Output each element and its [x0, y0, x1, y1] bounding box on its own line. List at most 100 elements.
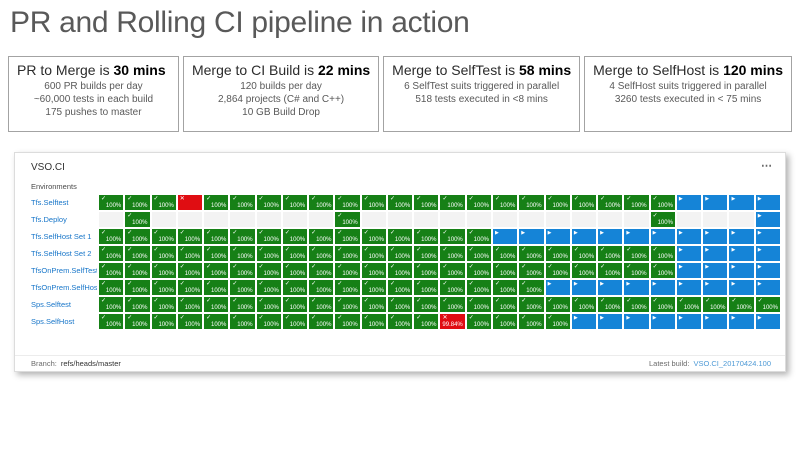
cell-success[interactable]: ✓ 100% [466, 229, 492, 244]
cell-success[interactable]: ✓ 100% [151, 297, 176, 312]
environment-link[interactable]: Sps.Selftest [31, 300, 72, 309]
cell-success[interactable]: ✓ 100% [545, 195, 570, 210]
cell-success[interactable]: ✓ 100% [151, 246, 176, 261]
cell-success[interactable]: ✓ 100% [361, 246, 386, 261]
cell-success[interactable]: ✓ 100% [493, 246, 518, 261]
cell-success[interactable]: ✓ 100% [387, 297, 413, 312]
cell-in-progress[interactable]: ▶ [571, 314, 597, 329]
cell-success[interactable]: ✓ 100% [204, 229, 229, 244]
cell-failed[interactable]: ✕ 99.84% [440, 314, 465, 329]
cell-success[interactable]: ✓ 100% [361, 280, 386, 295]
cell-in-progress[interactable]: ▶ [729, 263, 754, 278]
cell-success[interactable]: ✓ 100% [125, 246, 150, 261]
cell-success[interactable]: ✓ 100% [414, 195, 439, 210]
cell-success[interactable]: ✓ 100% [440, 246, 465, 261]
cell-success[interactable]: ✓ 100% [282, 297, 308, 312]
cell-success[interactable]: ✓ 100% [519, 246, 544, 261]
cell-success[interactable]: ✓ 100% [282, 195, 308, 210]
cell-success[interactable]: ✓ 100% [387, 314, 413, 329]
cell-success[interactable]: ✓ 100% [256, 280, 281, 295]
cell-success[interactable]: ✓ 100% [282, 280, 308, 295]
more-options-icon[interactable]: ⋯ [761, 160, 773, 172]
cell-success[interactable]: ✓ 100% [387, 195, 413, 210]
cell-in-progress[interactable]: ▶ [676, 229, 702, 244]
cell-success[interactable]: ✓ 100% [387, 229, 413, 244]
cell-success[interactable]: ✓ 100% [571, 297, 597, 312]
cell-success[interactable]: ✓ 100% [309, 246, 334, 261]
cell-success[interactable]: ✓ 100% [335, 314, 360, 329]
cell-success[interactable]: ✓ 100% [177, 263, 203, 278]
cell-success[interactable]: ✓ 100% [309, 280, 334, 295]
cell-success[interactable]: ✓ 100% [493, 195, 518, 210]
cell-success[interactable]: ✓ 100% [466, 297, 492, 312]
cell-in-progress[interactable]: ▶ [545, 280, 570, 295]
cell-success[interactable]: ✓ 100% [414, 280, 439, 295]
cell-success[interactable]: ✓ 100% [598, 297, 623, 312]
cell-success[interactable]: ✓ 100% [151, 263, 176, 278]
cell-success[interactable]: ✓ 100% [624, 246, 649, 261]
cell-in-progress[interactable]: ▶ [676, 263, 702, 278]
cell-success[interactable]: ✓ 100% [335, 229, 360, 244]
cell-success[interactable]: ✓ 100% [335, 263, 360, 278]
cell-success[interactable]: ✓ 100% [335, 212, 360, 227]
cell-success[interactable]: ✓ 100% [361, 297, 386, 312]
cell-in-progress[interactable]: ▶ [703, 195, 728, 210]
cell-success[interactable]: ✓ 100% [414, 297, 439, 312]
cell-success[interactable]: ✓ 100% [99, 229, 124, 244]
cell-in-progress[interactable]: ▶ [624, 314, 649, 329]
cell-success[interactable]: ✓ 100% [282, 263, 308, 278]
cell-in-progress[interactable]: ▶ [571, 229, 597, 244]
cell-success[interactable]: ✓ 100% [440, 263, 465, 278]
cell-in-progress[interactable]: ▶ [703, 263, 728, 278]
cell-success[interactable]: ✓ 100% [99, 246, 124, 261]
cell-success[interactable]: ✓ 100% [624, 263, 649, 278]
cell-in-progress[interactable]: ▶ [755, 246, 780, 261]
cell-success[interactable]: ✓ 100% [230, 229, 255, 244]
cell-success[interactable]: ✓ 100% [151, 195, 176, 210]
cell-success[interactable]: ✓ 100% [309, 195, 334, 210]
cell-success[interactable]: ✓ 100% [519, 263, 544, 278]
cell-success[interactable]: ✓ 100% [466, 314, 492, 329]
cell-success[interactable]: ✓ 100% [493, 297, 518, 312]
cell-success[interactable]: ✓ 100% [493, 263, 518, 278]
environment-link[interactable]: Tfs.Selftest [31, 198, 69, 207]
cell-success[interactable]: ✓ 100% [519, 280, 544, 295]
environment-link[interactable]: TfsOnPrem.SelfTest [31, 266, 97, 275]
cell-in-progress[interactable]: ▶ [755, 280, 780, 295]
cell-success[interactable]: ✓ 100% [204, 297, 229, 312]
cell-success[interactable]: ✓ 100% [545, 263, 570, 278]
cell-success[interactable]: ✓ 100% [256, 246, 281, 261]
cell-in-progress[interactable]: ▶ [703, 229, 728, 244]
cell-success[interactable]: ✓ 100% [335, 297, 360, 312]
cell-success[interactable]: ✓ 100% [125, 195, 150, 210]
cell-success[interactable]: ✓ 100% [177, 229, 203, 244]
cell-success[interactable]: ✓ 100% [282, 314, 308, 329]
cell-success[interactable]: ✓ 100% [729, 297, 754, 312]
cell-success[interactable]: ✓ 100% [650, 246, 675, 261]
cell-success[interactable]: ✓ 100% [545, 314, 570, 329]
environment-link[interactable]: TfsOnPrem.SelfHost [31, 283, 97, 292]
cell-success[interactable]: ✓ 100% [466, 246, 492, 261]
cell-success[interactable]: ✓ 100% [361, 263, 386, 278]
cell-success[interactable]: ✓ 100% [571, 246, 597, 261]
cell-success[interactable]: ✓ 100% [493, 280, 518, 295]
cell-in-progress[interactable]: ▶ [676, 280, 702, 295]
environment-link[interactable]: Tfs.Deploy [31, 215, 67, 224]
cell-in-progress[interactable]: ▶ [703, 246, 728, 261]
cell-in-progress[interactable]: ▶ [545, 229, 570, 244]
cell-success[interactable]: ✓ 100% [230, 280, 255, 295]
cell-in-progress[interactable]: ▶ [755, 314, 780, 329]
cell-success[interactable]: ✓ 100% [177, 297, 203, 312]
cell-success[interactable]: ✓ 100% [230, 314, 255, 329]
cell-in-progress[interactable]: ▶ [729, 195, 754, 210]
cell-success[interactable]: ✓ 100% [99, 297, 124, 312]
cell-in-progress[interactable]: ▶ [624, 280, 649, 295]
cell-success[interactable]: ✓ 100% [650, 212, 675, 227]
cell-success[interactable]: ✓ 100% [571, 195, 597, 210]
cell-success[interactable]: ✓ 100% [387, 280, 413, 295]
cell-success[interactable]: ✓ 100% [466, 280, 492, 295]
cell-success[interactable]: ✓ 100% [414, 229, 439, 244]
cell-success[interactable]: ✓ 100% [545, 297, 570, 312]
cell-in-progress[interactable]: ▶ [676, 195, 702, 210]
cell-success[interactable]: ✓ 100% [440, 195, 465, 210]
